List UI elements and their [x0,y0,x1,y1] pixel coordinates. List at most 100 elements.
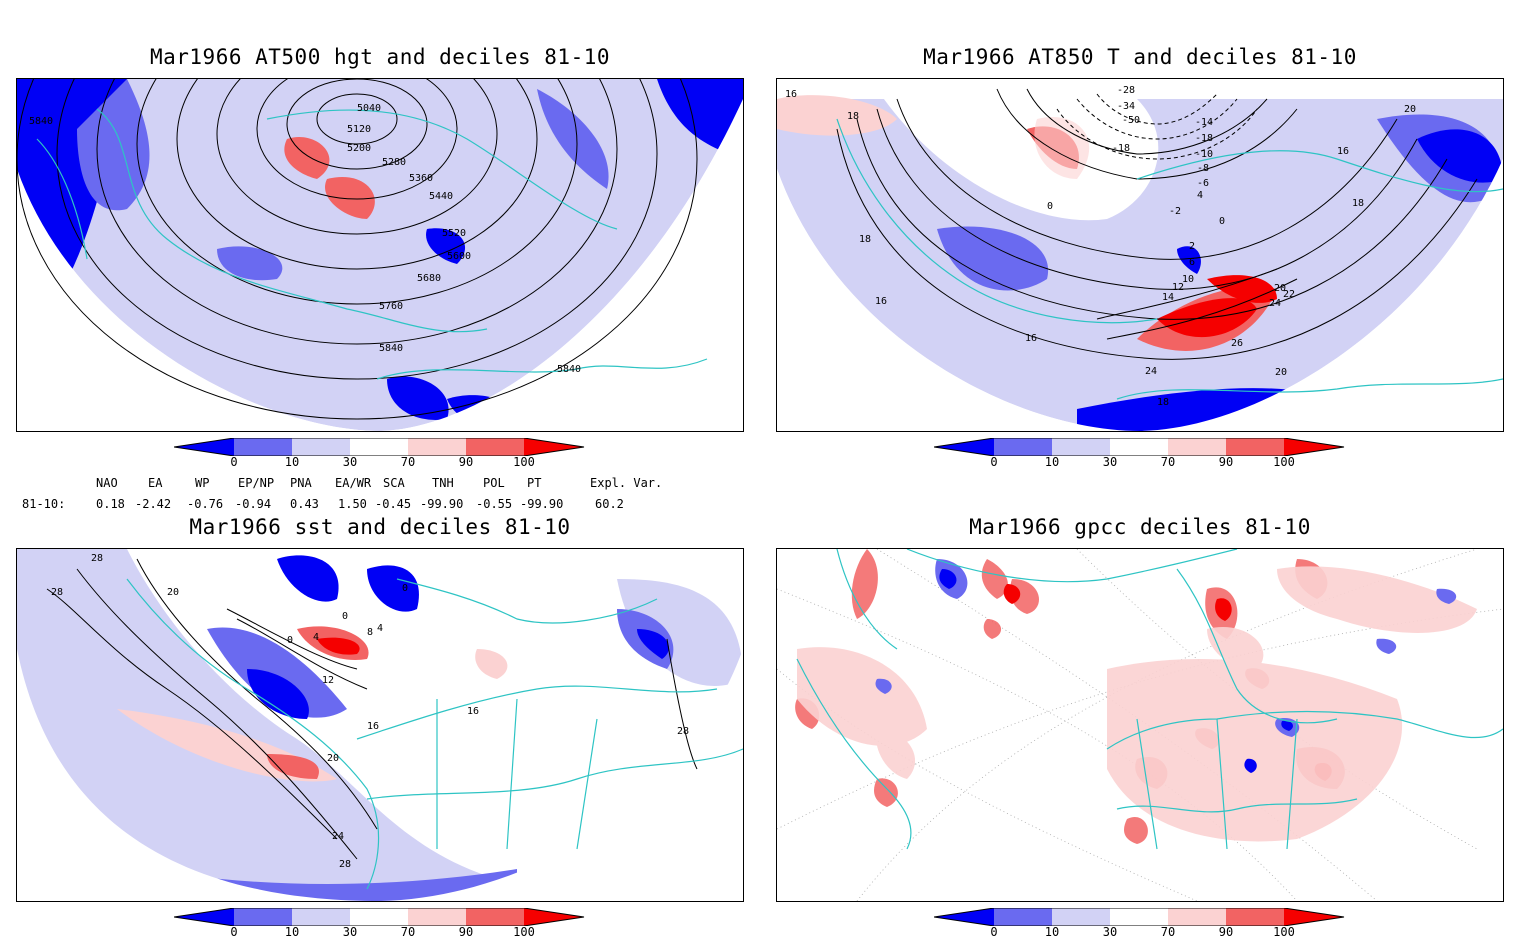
contour-label: 5200 [347,143,371,154]
colorbar-tick: 30 [342,455,358,469]
contour-label: 20 [1274,283,1286,294]
colorbar-tick: 100 [1273,925,1295,939]
contour-label: 5440 [429,191,453,202]
contour-label: 5280 [382,157,406,168]
colorbar: 0 10 30 70 90 100 [173,437,594,474]
contour-label: 5840 [379,343,403,354]
colorbar-tick: 90 [1218,925,1234,939]
contour-label: 16 [1025,333,1037,344]
colorbar-tick: 0 [990,455,998,469]
index-row-label: 81-10: [22,497,66,511]
contour-label: 20 [327,753,339,764]
contour-label: -2 [1169,206,1181,217]
contour-label: -50 [1122,115,1140,126]
contour-label: 24 [1269,298,1281,309]
contour-label: 6 [1189,257,1195,268]
contour-label: 0 [402,583,408,594]
colorbar-tick: 90 [458,925,474,939]
map-t850: -28 -34 -50 -18 -14 -18 -10 -8 -6 0 -2 0… [776,78,1504,432]
colorbar-tick: 10 [284,925,300,939]
contour-label: 8 [367,627,373,638]
colorbar-tick: 70 [1160,455,1176,469]
contour-label: 14 [1162,292,1174,303]
index-header: PT [527,476,542,490]
contour-label: 5600 [447,251,471,262]
contour-label: 0 [1219,216,1225,227]
index-value: -99.90 [520,497,564,511]
contour-label: 16 [367,721,379,732]
map-sst: 28 28 20 0 0 4 8 4 0 12 16 16 20 24 28 2… [16,548,744,902]
index-value: 1.50 [338,497,367,511]
contour-label: -14 [1195,117,1213,128]
colorbar-tick: 30 [1102,455,1118,469]
contour-label: 5680 [417,273,441,284]
contour-label: 12 [1172,282,1184,293]
contour-label: 5120 [347,124,371,135]
contour-label: 0 [342,611,348,622]
index-header: PNA [290,476,312,490]
contour-label: 16 [785,89,797,100]
contour-label: 5840 [557,364,581,375]
colorbar-tick: 90 [458,455,474,469]
panel-title-hgt: Mar1966 AT500 hgt and deciles 81-10 [149,45,610,69]
contour-label: 4 [377,623,383,634]
index-header: EA/WR [335,476,372,490]
contour-label: -28 [1117,85,1135,96]
contour-label: 26 [1231,338,1243,349]
index-header: EP/NP [238,476,275,490]
panel-title-t850: Mar1966 AT850 T and deciles 81-10 [923,45,1357,69]
contour-label: 2 [1189,241,1195,252]
contour-label: 4 [1197,190,1203,201]
colorbar-tick: 0 [990,925,998,939]
colorbar-tick: 100 [513,925,535,939]
contour-label: 4 [313,632,319,643]
colorbar-tick: 100 [513,455,535,469]
contour-label: 28 [51,587,63,598]
index-value: -2.42 [135,497,172,511]
index-value: -0.94 [235,497,272,511]
colorbar-tick: 10 [284,455,300,469]
colorbar-tick: 0 [230,455,238,469]
colorbar-tick: 70 [400,925,416,939]
map-gpcc [776,548,1504,902]
contour-label: 20 [1404,104,1416,115]
index-value: 60.2 [595,497,624,511]
index-header: WP [195,476,210,490]
colorbar-tick: 0 [230,925,238,939]
contour-label: 5760 [379,301,403,312]
contour-label: 20 [1275,367,1287,378]
contour-label: -18 [1195,133,1213,144]
contour-label: 16 [467,706,479,717]
panel-title-sst: Mar1966 sst and deciles 81-10 [189,515,571,539]
colorbar-tick: 10 [1044,455,1060,469]
index-header: POL [483,476,505,490]
contour-label: 28 [91,553,103,564]
panel-title-gpcc: Mar1966 gpcc deciles 81-10 [969,515,1311,539]
contour-label: 10 [1182,274,1194,285]
contour-label: 24 [1145,366,1157,377]
contour-label: 28 [677,726,689,737]
contour-label: 12 [322,675,334,686]
contour-label: 16 [875,296,887,307]
colorbar: 0 10 30 70 90 100 [173,907,594,944]
contour-label: 5840 [29,116,53,127]
contour-label: 0 [287,635,293,646]
contour-label: 5360 [409,173,433,184]
index-header: EA [148,476,163,490]
colorbar-tick: 90 [1218,455,1234,469]
contour-label: 28 [339,859,351,870]
colorbar-tick: 70 [1160,925,1176,939]
contour-label: -10 [1195,149,1213,160]
contour-label: 22 [1283,289,1295,300]
contour-label: 18 [859,234,871,245]
index-value: -0.55 [476,497,513,511]
index-value: -0.45 [375,497,412,511]
index-header: TNH [432,476,454,490]
contour-label: -34 [1117,101,1135,112]
contour-label: -18 [1112,143,1130,154]
contour-label: 5040 [357,103,381,114]
contour-label: 18 [1352,198,1364,209]
contour-label: 0 [1047,201,1053,212]
contour-label: 18 [847,111,859,122]
index-value: 0.43 [290,497,319,511]
